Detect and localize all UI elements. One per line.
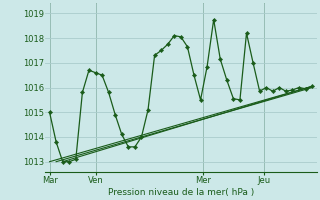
X-axis label: Pression niveau de la mer( hPa ): Pression niveau de la mer( hPa ) — [108, 188, 254, 197]
